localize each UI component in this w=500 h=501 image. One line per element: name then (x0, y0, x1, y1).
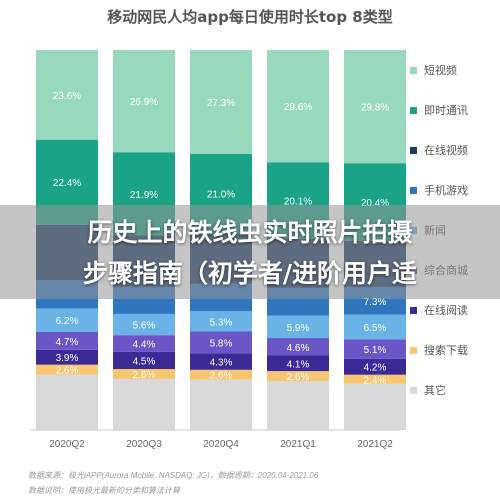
data-label-2021Q2-s8: 29.8% (361, 103, 389, 114)
data-label-2020Q2-s7: 22.4% (53, 178, 81, 189)
bar-segment-2020Q3-s3 (113, 335, 175, 352)
legend-label-8: 其它 (424, 383, 446, 397)
bar-segment-2020Q2-s2 (36, 349, 98, 365)
bar-segment-2020Q4-s1 (190, 369, 252, 380)
bar-segment-2021Q1-s8 (267, 50, 329, 163)
data-label-2021Q2-s4: 6.5% (364, 323, 387, 334)
data-label-2020Q2-s3: 4.7% (56, 337, 79, 348)
data-label-2020Q4-s7: 21.0% (207, 190, 235, 201)
data-label-2020Q4-s1: 2.6% (210, 371, 233, 382)
data-label-2020Q4-s3: 5.8% (210, 338, 233, 349)
data-label-2021Q2-s7: 20.4% (361, 198, 389, 209)
chart-title: 移动网民人均app每日使用时长top 8类型 (107, 8, 392, 26)
bar-segment-2021Q2-s8 (344, 50, 406, 164)
bar-segment-2021Q1-s4 (267, 315, 329, 339)
bar-segment-2020Q2-s8 (36, 50, 98, 140)
data-label-2020Q4-s2: 4.3% (210, 358, 233, 369)
legend-label-0: 短视频 (424, 63, 457, 77)
legend-swatch-7 (410, 347, 417, 354)
legend-label-6: 在线阅读 (424, 303, 468, 317)
data-label-2020Q2-s8: 23.6% (53, 91, 81, 102)
data-label-2021Q2-s3: 5.1% (364, 345, 387, 356)
data-label-2020Q2-s4: 6.2% (56, 316, 79, 327)
data-label-2020Q3-s7: 21.9% (130, 190, 158, 201)
bar-segment-2020Q2-s1 (36, 364, 98, 375)
bar-segment-2020Q4-s8 (190, 50, 252, 154)
data-label-2020Q3-s3: 4.4% (133, 340, 156, 351)
legend-swatch-6 (410, 307, 417, 314)
bar-segment-2020Q3-s2 (113, 351, 175, 370)
bar-segment-2020Q4-s2 (190, 353, 252, 370)
legend-swatch-1 (410, 107, 417, 114)
bar-segment-2021Q2-s3 (344, 339, 406, 359)
data-source-note: 数据来源：极光iAPP(Aurora Mobile, NASDAQ: JG)，数… (28, 471, 319, 480)
legend-swatch-8 (410, 387, 417, 394)
bar-segment-2021Q1-s2 (267, 355, 329, 372)
x-tick-label-2021Q2: 2021Q2 (357, 439, 393, 450)
x-tick-label-2020Q3: 2020Q3 (126, 439, 162, 450)
bar-segment-2020Q3-s0 (113, 378, 175, 430)
data-label-2021Q1-s8: 29.6% (284, 102, 312, 113)
data-label-2021Q2-s2: 4.2% (364, 363, 387, 374)
x-tick-label-2020Q4: 2020Q4 (203, 439, 239, 450)
legend-label-7: 搜索下载 (424, 343, 468, 357)
legend-swatch-3 (410, 187, 417, 194)
bar-segment-2020Q4-s3 (190, 331, 252, 354)
data-label-2021Q1-s7: 20.1% (284, 197, 312, 208)
bar-segment-2021Q1-s3 (267, 338, 329, 356)
data-label-2021Q1-s2: 4.1% (287, 359, 310, 370)
bar-segment-2020Q3-s1 (113, 369, 175, 379)
bar-segment-2021Q2-s2 (344, 358, 406, 375)
overlay-banner (0, 205, 500, 299)
bar-segment-2021Q1-s1 (267, 371, 329, 381)
bar-segment-2020Q4-s4 (190, 311, 252, 332)
bar-segment-2020Q3-s4 (113, 313, 175, 336)
data-label-2021Q1-s1: 2.6% (287, 372, 310, 383)
x-tick-label-2021Q1: 2021Q1 (280, 439, 316, 450)
bar-segment-2021Q2-s4 (344, 314, 406, 340)
legend-label-1: 即时通讯 (424, 104, 468, 117)
data-label-2020Q2-s1: 2.6% (56, 366, 79, 377)
bar-segment-2021Q2-s0 (344, 383, 406, 430)
data-label-2020Q3-s1: 2.6% (133, 370, 156, 381)
data-label-2020Q4-s8: 27.3% (207, 98, 235, 109)
data-label-2020Q3-s8: 26.9% (130, 97, 158, 108)
legend-label-3: 手机游戏 (424, 183, 468, 197)
data-label-2020Q4-s4: 5.3% (210, 317, 233, 328)
data-label-2021Q2-s1: 2.4% (364, 375, 387, 386)
overlay-banner-line-2: 步骤指南（初学者/进阶用户适 (82, 259, 418, 288)
bar-segment-2020Q4-s0 (190, 379, 252, 430)
legend-swatch-2 (410, 147, 417, 154)
data-description-note: 数据说明：使用极光最新的分类和算法计算 (28, 486, 180, 495)
data-label-2020Q2-s2: 3.9% (56, 353, 79, 364)
data-label-2021Q2-s5: 7.3% (364, 297, 387, 308)
bar-segment-2020Q3-s8 (113, 50, 175, 153)
overlay-banner-line-1: 历史上的铁线虫实时照片拍摄 (87, 218, 413, 247)
bar-segment-2021Q2-s1 (344, 374, 406, 384)
legend-swatch-0 (410, 67, 417, 74)
bar-segment-2020Q2-s3 (36, 331, 98, 350)
bar-segment-2020Q2-s0 (36, 374, 98, 430)
data-label-2021Q1-s3: 4.6% (287, 343, 310, 354)
bar-segment-2021Q1-s0 (267, 380, 329, 430)
data-label-2020Q3-s4: 5.6% (133, 321, 156, 332)
data-label-2020Q3-s2: 4.5% (133, 356, 156, 367)
x-tick-label-2020Q2: 2020Q2 (49, 439, 85, 450)
data-label-2021Q1-s4: 5.9% (287, 323, 310, 334)
legend-label-2: 在线视频 (424, 143, 468, 157)
bar-segment-2020Q2-s4 (36, 308, 98, 332)
